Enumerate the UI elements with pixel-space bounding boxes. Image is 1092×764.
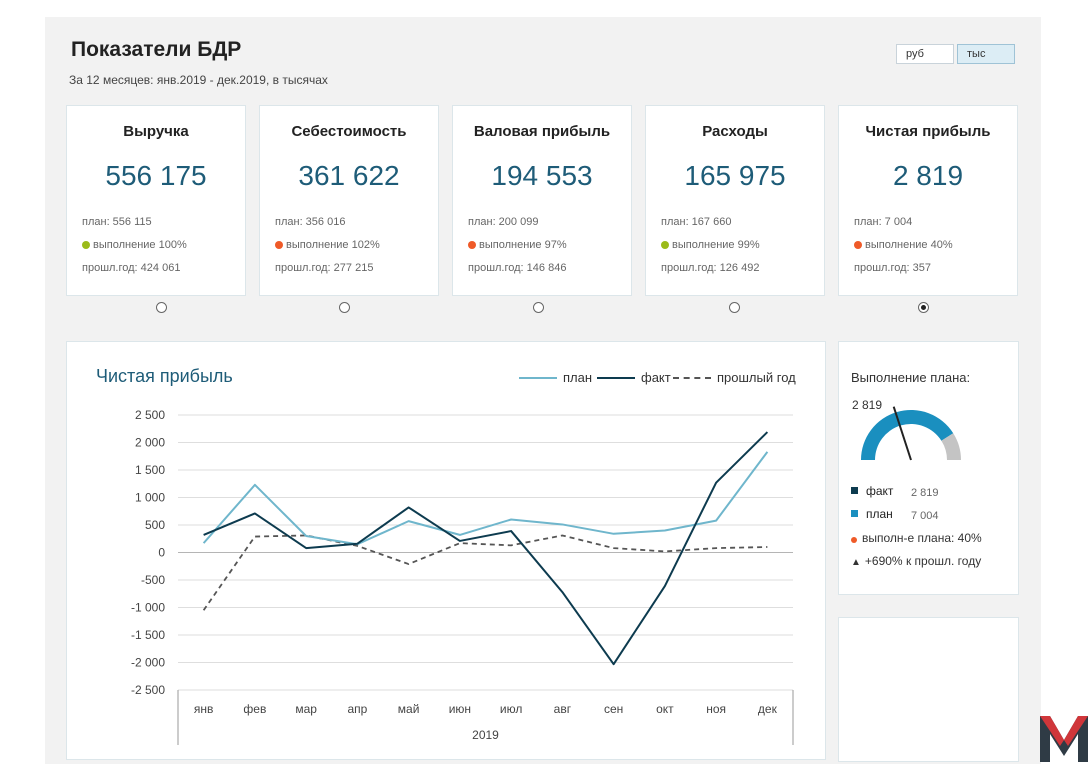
kpi-card[interactable]: Себестоимость 361 622 план: 356 016 выпо… [259, 105, 439, 296]
kpi-prev-year: прошл.год: 126 492 [661, 262, 760, 274]
chart-card [66, 341, 826, 760]
kpi-card[interactable]: Валовая прибыль 194 553 план: 200 099 вы… [452, 105, 632, 296]
kpi-plan: план: 556 115 [82, 216, 152, 228]
gauge-row-plan: план 7 004 [851, 507, 939, 522]
kpi-card[interactable]: Расходы 165 975 план: 167 660 выполнение… [645, 105, 825, 296]
legend-prev-line [673, 376, 711, 379]
kpi-completion-text: выполнение 40% [865, 239, 953, 251]
kpi-value: 361 622 [298, 160, 400, 191]
legend-fact: факт [597, 370, 671, 385]
kpi-completion: выполнение 102% [275, 239, 380, 251]
kpi-title: Чистая прибыль [865, 123, 991, 140]
kpi-completion-text: выполнение 102% [286, 239, 380, 251]
kpi-radio[interactable] [918, 302, 929, 313]
brand-logo-icon [1040, 716, 1088, 762]
kpi-title: Выручка [123, 123, 189, 140]
status-dot-icon [851, 537, 857, 543]
gauge-card [838, 341, 1019, 595]
kpi-completion: выполнение 40% [854, 239, 953, 251]
legend-plan-label: план [563, 370, 593, 385]
gauge-growth-text: +690% к прошл. году [864, 554, 982, 568]
gauge-plan-label: план [866, 507, 893, 521]
kpi-value: 194 553 [491, 160, 593, 191]
kpi-value: 2 819 [892, 160, 964, 191]
page-title: Показатели БДР [71, 38, 242, 61]
chart-title: Чистая прибыль [96, 366, 233, 386]
kpi-radio[interactable] [156, 302, 167, 313]
legend-prev-label: прошлый год [717, 370, 796, 385]
gauge-row-fact: факт 2 819 [851, 484, 939, 499]
kpi-title: Валовая прибыль [473, 123, 611, 140]
gauge-plan-value: 7 004 [911, 510, 939, 522]
gauge-completion-text: выполн-е плана: 40% [862, 531, 982, 545]
kpi-completion: выполнение 100% [82, 239, 187, 251]
kpi-plan: план: 167 660 [661, 216, 732, 228]
legend-fact-label: факт [641, 370, 671, 385]
kpi-plan: план: 7 004 [854, 216, 913, 228]
gauge-fact-label: факт [866, 484, 894, 498]
kpi-completion: выполнение 99% [661, 239, 760, 251]
status-dot-icon [661, 241, 669, 249]
status-dot-icon [468, 241, 476, 249]
kpi-value: 165 975 [684, 160, 786, 191]
legend-plan-line [519, 376, 557, 379]
kpi-completion-text: выполнение 100% [93, 239, 187, 251]
status-dot-icon [82, 241, 90, 249]
gauge-value-label: 2 819 [852, 398, 883, 412]
gauge-completion: выполн-е плана: 40% [851, 531, 982, 545]
kpi-completion: выполнение 97% [468, 239, 567, 251]
unit-thousands-button[interactable]: тыс [957, 44, 1015, 64]
gauge-title: Выполнение плана: [851, 370, 971, 385]
kpi-card[interactable]: Выручка 556 175 план: 556 115 выполнение… [66, 105, 246, 296]
fact-marker-icon [851, 487, 858, 494]
kpi-prev-year: прошл.год: 424 061 [82, 262, 181, 274]
kpi-title: Себестоимость [291, 123, 407, 140]
kpi-completion-text: выполнение 97% [479, 239, 567, 251]
triangle-up-icon: ▲ [851, 557, 861, 568]
kpi-card[interactable]: Чистая прибыль 2 819 план: 7 004 выполне… [838, 105, 1018, 296]
legend-fact-line [597, 376, 635, 379]
kpi-value: 556 175 [105, 160, 207, 191]
kpi-radio[interactable] [339, 302, 350, 313]
status-dot-icon [854, 241, 862, 249]
kpi-radio[interactable] [533, 302, 544, 313]
kpi-prev-year: прошл.год: 146 846 [468, 262, 567, 274]
kpi-prev-year: прошл.год: 357 [854, 262, 932, 274]
kpi-prev-year: прошл.год: 277 215 [275, 262, 374, 274]
empty-card [838, 617, 1019, 762]
kpi-radio[interactable] [729, 302, 740, 313]
kpi-title: Расходы [702, 123, 768, 140]
kpi-completion-text: выполнение 99% [672, 239, 760, 251]
legend-prev: прошлый год [673, 370, 796, 385]
kpi-plan: план: 200 099 [468, 216, 539, 228]
gauge-fact-value: 2 819 [911, 487, 939, 499]
kpi-plan: план: 356 016 [275, 216, 346, 228]
plan-marker-icon [851, 510, 858, 517]
status-dot-icon [275, 241, 283, 249]
page-subtitle: За 12 месяцев: янв.2019 - дек.2019, в ты… [69, 73, 328, 87]
unit-rub-button[interactable]: руб [896, 44, 954, 64]
legend-plan: план [519, 370, 592, 385]
gauge-growth: ▲ +690% к прошл. году [851, 554, 981, 568]
